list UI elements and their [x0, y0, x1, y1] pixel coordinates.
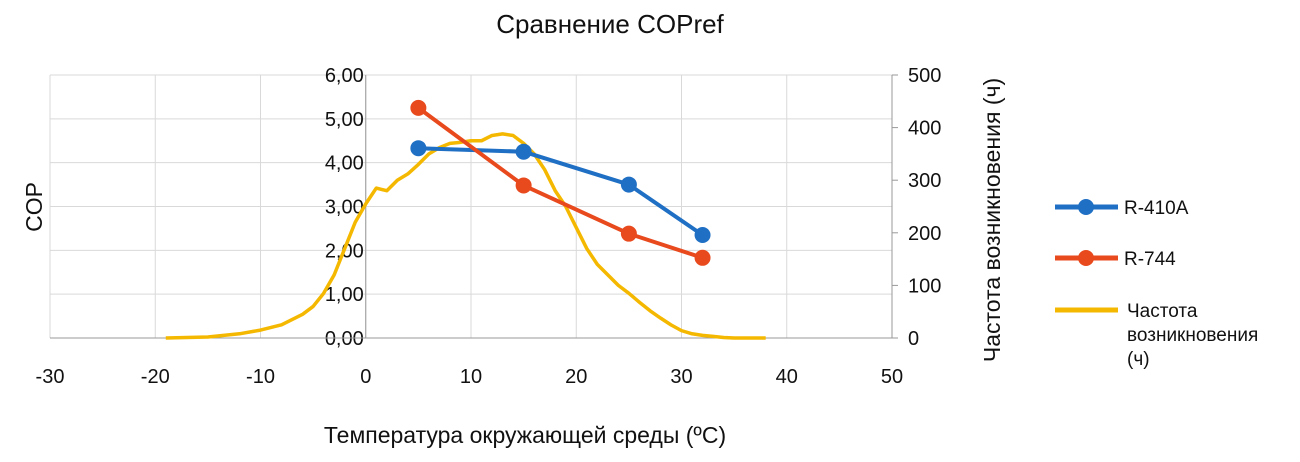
y-tick-label: 6,00	[325, 65, 364, 87]
data-point	[410, 140, 427, 157]
legend-marker	[1078, 199, 1094, 215]
x-tick-label: 10	[460, 366, 482, 388]
legend-label: Частота	[1127, 301, 1198, 322]
x-tick-label: 40	[776, 366, 798, 388]
legend-label: (ч)	[1127, 349, 1150, 370]
data-point	[515, 177, 532, 194]
data-point	[694, 226, 711, 243]
data-point	[694, 249, 711, 266]
x-tick-label: -30	[36, 366, 65, 388]
axes: -30 -20 -10 0 10 20 30 40 500,001,002,003,004,00…	[36, 65, 942, 388]
y2-tick-label: 0	[908, 328, 919, 350]
y2-axis-label: Частота возникновения (ч)	[979, 78, 1005, 362]
legend-label: R-744	[1124, 249, 1176, 270]
y-tick-label: 1,00	[325, 284, 364, 306]
legend-marker	[1078, 250, 1094, 266]
data-point	[515, 143, 532, 160]
x-tick-label: 20	[565, 366, 587, 388]
chart-title: Сравнение COPref	[496, 9, 724, 39]
series-layer	[165, 99, 766, 340]
y2-tick-label: 400	[908, 118, 941, 140]
y2-tick-label: 300	[908, 170, 941, 192]
y2-tick-label: 200	[908, 223, 941, 245]
data-point	[620, 225, 637, 242]
series-line--	[165, 132, 766, 340]
y-tick-label: 4,00	[325, 153, 364, 175]
legend-label: R-410A	[1124, 198, 1189, 219]
series-line-r-744	[417, 106, 704, 260]
y2-tick-label: 100	[908, 275, 941, 297]
y-tick-label: 3,00	[325, 197, 364, 219]
y-axis-label: COP	[21, 182, 47, 232]
x-tick-label: -20	[141, 366, 170, 388]
x-tick-label: 30	[670, 366, 692, 388]
gridlines	[49, 74, 893, 339]
legend-label: возникновения	[1127, 325, 1258, 346]
y-tick-label: 5,00	[325, 109, 364, 131]
y-tick-label: 0,00	[325, 328, 364, 350]
x-tick-label: 50	[881, 366, 903, 388]
x-axis-label: Температура окружающей среды (ºC)	[324, 422, 726, 448]
y2-tick-label: 500	[908, 65, 941, 87]
series-line-r-410a	[418, 146, 704, 237]
data-point	[410, 99, 427, 116]
legend: R-410A R-744 Частота возникновения (ч)	[1055, 198, 1258, 370]
data-point	[620, 176, 637, 193]
x-tick-label: -10	[246, 366, 275, 388]
x-tick-label: 0	[360, 366, 371, 388]
